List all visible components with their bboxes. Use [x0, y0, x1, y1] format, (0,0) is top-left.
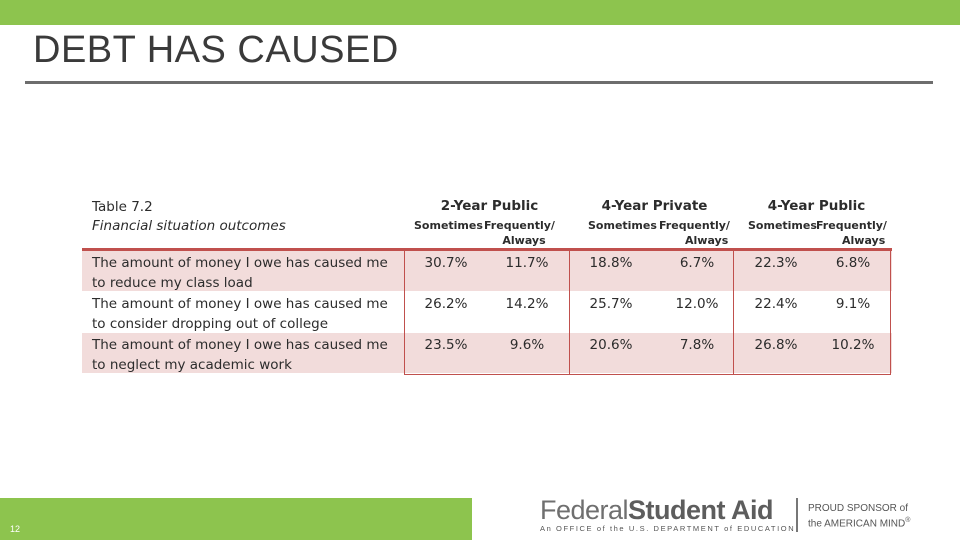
column-divider: [733, 251, 734, 375]
table-caption: Financial situation outcomes: [92, 218, 286, 234]
group-header-4yr-private: 4-Year Private: [601, 198, 708, 214]
column-divider: [569, 251, 570, 375]
cell-value: 26.2%: [424, 296, 468, 312]
column-divider: [890, 251, 891, 375]
subheader-sometimes: Sometimes: [748, 219, 817, 232]
column-divider: [404, 251, 405, 375]
cell-value: 9.1%: [835, 296, 871, 312]
cell-value: 14.2%: [505, 296, 549, 312]
subheader-sometimes: Sometimes: [414, 219, 483, 232]
cell-value: 7.8%: [679, 337, 715, 353]
cell-value: 25.7%: [589, 296, 633, 312]
row-label: The amount of money I owe has caused me …: [92, 337, 388, 373]
cell-value: 9.6%: [509, 337, 545, 353]
cell-value: 11.7%: [505, 255, 549, 271]
table-number: Table 7.2: [92, 199, 153, 215]
title-underline: [25, 81, 933, 84]
table-bottom-rule: [404, 374, 891, 375]
bottom-accent-bar: [0, 498, 472, 540]
cell-value: 22.4%: [754, 296, 798, 312]
group-header-4yr-public: 4-Year Public: [767, 198, 866, 214]
logo-wordmark: FederalStudent Aid: [540, 495, 774, 525]
cell-value: 22.3%: [754, 255, 798, 271]
row-label: The amount of money I owe has caused me …: [92, 255, 388, 291]
table-heading: Table 7.2 Financial situation outcomes: [92, 198, 286, 236]
logo-sponsor-text: PROUD SPONSOR of the AMERICAN MIND®: [808, 503, 911, 530]
subheader-sometimes: Sometimes: [588, 219, 657, 232]
logo-subline: An OFFICE of the U.S. DEPARTMENT of EDUC…: [540, 524, 796, 533]
cell-value: 6.7%: [679, 255, 715, 271]
cell-value: 12.0%: [675, 296, 719, 312]
cell-value: 23.5%: [424, 337, 468, 353]
group-header-2yr-public: 2-Year Public: [440, 198, 539, 214]
subheader-frequently: Frequently/ Always: [659, 219, 730, 247]
cell-value: 10.2%: [831, 337, 875, 353]
table-row: The amount of money I owe has caused me …: [82, 251, 892, 291]
header-rule: [82, 248, 892, 251]
logo-divider: [796, 498, 798, 532]
row-label: The amount of money I owe has caused me …: [92, 296, 388, 332]
cell-value: 20.6%: [589, 337, 633, 353]
slide-title: DEBT HAS CAUSED: [33, 29, 399, 71]
subheader-frequently: Frequently/ Always: [484, 219, 555, 247]
financial-outcomes-table: Table 7.2 Financial situation outcomes 2…: [82, 192, 892, 377]
cell-value: 6.8%: [835, 255, 871, 271]
page-number: 12: [10, 524, 21, 534]
cell-value: 26.8%: [754, 337, 798, 353]
table-row: The amount of money I owe has caused me …: [82, 333, 892, 373]
subheader-frequently: Frequently/ Always: [816, 219, 887, 247]
table-row: The amount of money I owe has caused me …: [82, 292, 892, 332]
cell-value: 30.7%: [424, 255, 468, 271]
federal-student-aid-logo: FederalStudent Aid An OFFICE of the U.S.…: [540, 494, 920, 534]
top-accent-bar: [0, 0, 960, 25]
cell-value: 18.8%: [589, 255, 633, 271]
